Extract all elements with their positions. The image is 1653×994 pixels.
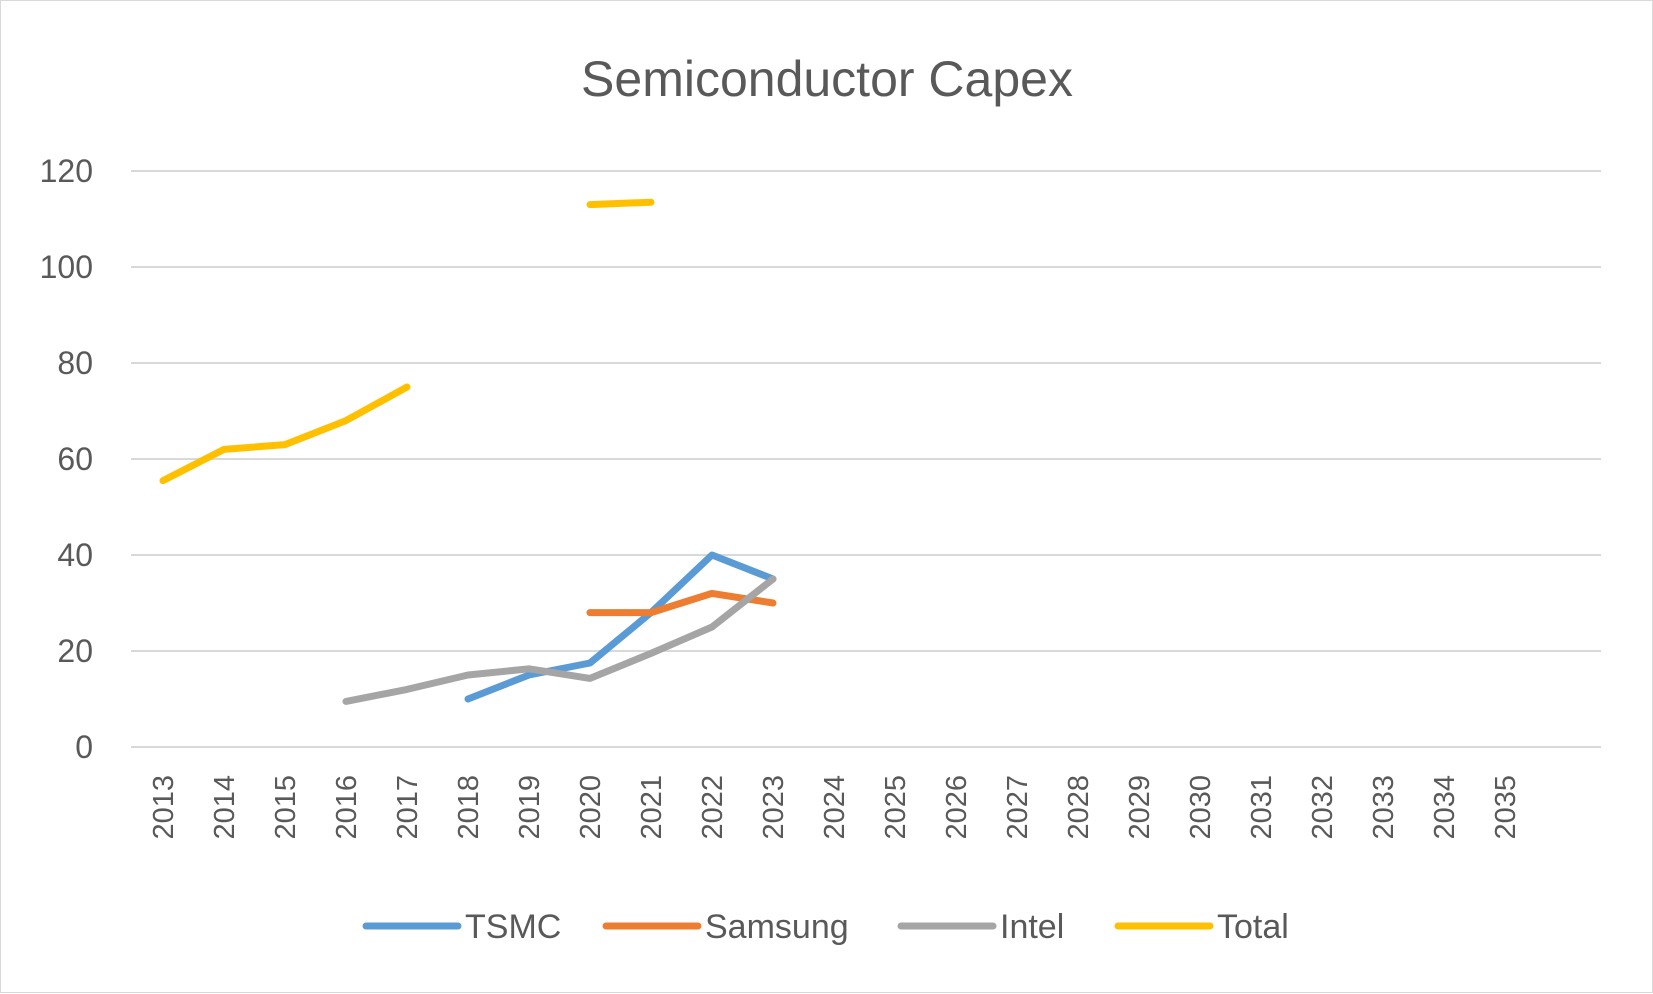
legend: TSMC Samsung Intel Total bbox=[362, 908, 1289, 946]
x-tick-label: 2016 bbox=[331, 775, 363, 840]
gridlines bbox=[131, 170, 1601, 748]
x-tick-label: 2017 bbox=[392, 775, 424, 840]
x-tick-label: 2034 bbox=[1429, 775, 1461, 840]
y-axis-ticks: 0 20 40 60 80 100 120 bbox=[40, 153, 93, 765]
legend-label-samsung: Samsung bbox=[705, 908, 849, 946]
x-tick-label: 2031 bbox=[1246, 775, 1278, 840]
x-tick-label: 2026 bbox=[941, 775, 973, 840]
legend-label-intel: Intel bbox=[1000, 908, 1064, 946]
x-tick-label: 2018 bbox=[453, 775, 485, 840]
x-tick-label: 2029 bbox=[1124, 775, 1156, 840]
series-lines bbox=[159, 198, 777, 705]
x-tick-label: 2013 bbox=[148, 775, 180, 840]
series-line-total bbox=[159, 383, 411, 485]
x-tick-label: 2014 bbox=[209, 775, 241, 840]
chart-title: Semiconductor Capex bbox=[581, 51, 1073, 107]
x-tick-label: 2030 bbox=[1185, 775, 1217, 840]
series-line-total bbox=[586, 198, 655, 209]
legend-label-total: Total bbox=[1217, 908, 1289, 946]
series-line-samsung bbox=[586, 589, 777, 617]
x-tick-label: 2025 bbox=[880, 775, 912, 840]
series-line-tsmc bbox=[464, 551, 777, 703]
y-tick-label: 20 bbox=[57, 633, 93, 669]
x-tick-label: 2021 bbox=[636, 775, 668, 840]
y-tick-label: 0 bbox=[75, 729, 93, 765]
x-tick-label: 2027 bbox=[1002, 775, 1034, 840]
y-tick-label: 40 bbox=[57, 537, 93, 573]
x-tick-label: 2022 bbox=[697, 775, 729, 840]
y-tick-label: 120 bbox=[40, 153, 93, 189]
series-line-intel bbox=[342, 575, 777, 705]
x-tick-label: 2023 bbox=[758, 775, 790, 840]
y-tick-label: 100 bbox=[40, 249, 93, 285]
x-tick-label: 2032 bbox=[1307, 775, 1339, 840]
legend-label-tsmc: TSMC bbox=[465, 908, 561, 946]
x-tick-label: 2015 bbox=[270, 775, 302, 840]
x-axis-ticks: 2013 2014 2015 2016 2017 2018 2019 2020 2021 2022… bbox=[148, 775, 1522, 840]
x-tick-label: 2020 bbox=[575, 775, 607, 840]
x-tick-label: 2019 bbox=[514, 775, 546, 840]
y-tick-label: 80 bbox=[57, 345, 93, 381]
x-tick-label: 2035 bbox=[1490, 775, 1522, 840]
x-tick-label: 2033 bbox=[1368, 775, 1400, 840]
y-tick-label: 60 bbox=[57, 441, 93, 477]
x-tick-label: 2024 bbox=[819, 775, 851, 840]
x-tick-label: 2028 bbox=[1063, 775, 1095, 840]
